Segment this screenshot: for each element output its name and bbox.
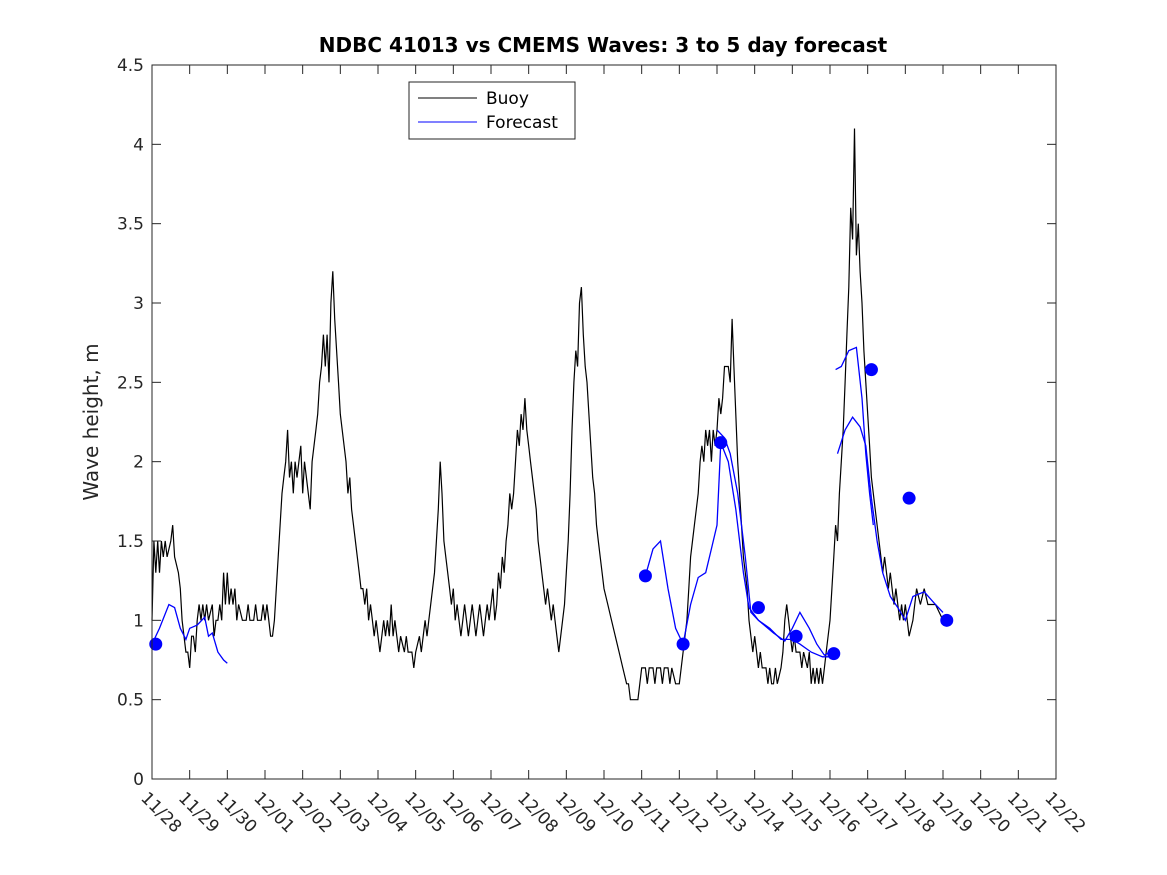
axes-background: [152, 65, 1056, 779]
forecast-marker: [864, 363, 878, 377]
forecast-marker: [940, 613, 954, 627]
forecast-marker: [714, 436, 728, 450]
series-forecast-line: [835, 346, 874, 526]
forecast-marker: [751, 601, 765, 615]
marker-layer: [149, 363, 954, 661]
forecast-marker: [902, 491, 916, 505]
series-forecast-line: [720, 442, 830, 658]
y-tick-label: 2: [133, 453, 144, 473]
y-axis: 0 0.5 1 1.5 2 2.5 3 3.5 4 4.5: [117, 56, 1056, 790]
y-tick-label: 1: [133, 611, 144, 631]
forecast-marker: [827, 647, 841, 661]
legend-box: [408, 81, 576, 140]
y-tick-label: 4: [133, 135, 144, 155]
series-forecast-line: [682, 442, 722, 645]
forecast-marker: [149, 637, 163, 651]
y-tick-label: 0: [133, 770, 144, 790]
y-tick-label: 1.5: [117, 532, 144, 552]
chart-title: NDBC 41013 vs CMEMS Waves: 3 to 5 day fo…: [319, 33, 888, 57]
legend-forecast-label: Forecast: [486, 113, 558, 133]
forecast-marker: [676, 637, 690, 651]
y-axis-label: Wave height, m: [79, 343, 103, 500]
series-forecast-line: [716, 429, 831, 657]
y-tick-label: 3: [133, 294, 144, 314]
plot-area: [149, 64, 1057, 780]
series-forecast-line: [644, 539, 684, 645]
forecast-marker: [789, 629, 803, 643]
y-tick-label: 2.5: [117, 373, 144, 393]
series-buoy-line: [151, 128, 944, 701]
y-tick-label: 3.5: [117, 215, 144, 235]
y-tick-label: 0.5: [117, 691, 144, 711]
series-forecast-line: [836, 416, 944, 622]
legend: Buoy Forecast: [408, 81, 576, 140]
y-tick-label: 4.5: [117, 56, 144, 76]
series-forecast-line: [151, 603, 228, 664]
legend-buoy-label: Buoy: [486, 89, 529, 109]
forecast-marker: [638, 569, 652, 583]
series-layer: [151, 128, 944, 701]
